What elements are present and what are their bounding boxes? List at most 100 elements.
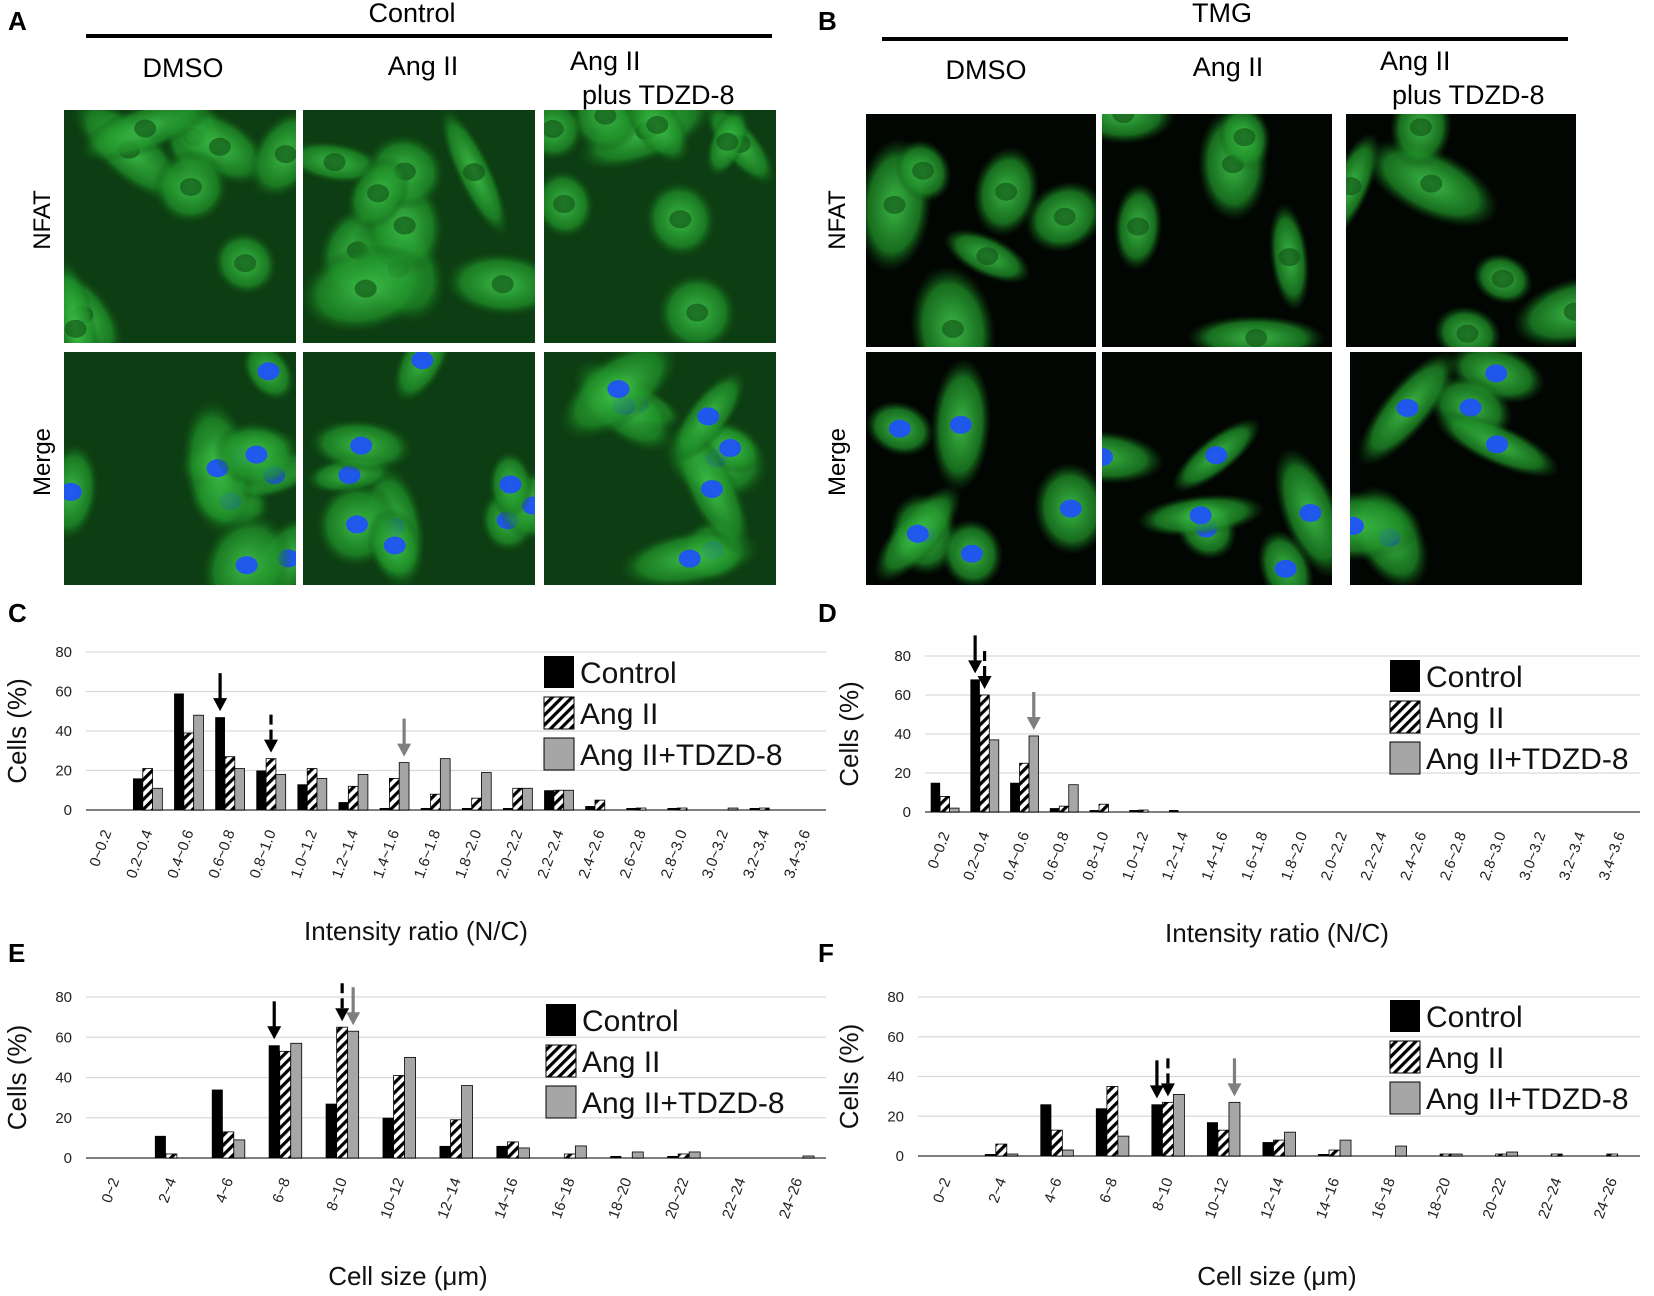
x-axis-label: Intensity ratio (N/C) [1165, 918, 1389, 948]
x-tick-label: 8~10 [323, 1176, 351, 1214]
y-tick-label: 80 [894, 648, 911, 665]
x-axis-label: Cell size (μm) [1197, 1261, 1356, 1291]
panel-letter: D [818, 598, 837, 628]
bar-ang-ii [279, 1050, 292, 1159]
micrograph-control-merge-1 [303, 352, 535, 585]
bar-ang-ii-tdzd8 [347, 1030, 360, 1159]
x-tick-label: 1.4~1.6 [1198, 830, 1231, 883]
legend-label: Ang II [1426, 702, 1504, 735]
nucleus-dapi [1485, 364, 1508, 383]
x-tick-label: 0.4~0.6 [164, 828, 197, 881]
bar-ang-ii-tdzd8 [233, 1139, 246, 1159]
y-tick-label: 40 [55, 1070, 72, 1087]
x-tick-label: 1.0~1.2 [288, 828, 321, 881]
bar-ang-ii-tdzd8 [1506, 1151, 1519, 1157]
nucleus [1278, 248, 1301, 267]
bar-ang-ii [979, 694, 990, 813]
x-tick-label: 2~4 [985, 1176, 1010, 1206]
nucleus [323, 153, 346, 172]
panel-letter: F [818, 938, 834, 968]
bar-ang-ii-tdzd8 [631, 1151, 644, 1159]
column-label-dmso: DMSO [143, 53, 224, 83]
bar-control [749, 808, 760, 810]
micrograph-control-nfat-1 [303, 110, 535, 343]
bar-control [1206, 1122, 1218, 1156]
legend-label: Ang II [580, 698, 658, 731]
bar-ang-ii-tdzd8 [275, 774, 287, 811]
nucleus [686, 303, 709, 322]
bar-ang-ii-tdzd8 [234, 768, 245, 811]
micrograph-control-merge-0 [64, 352, 296, 585]
y-tick-label: 0 [903, 804, 911, 821]
bar-ang-ii-tdzd8 [988, 739, 1000, 813]
bar-control [930, 782, 941, 812]
bar-ang-ii [759, 807, 770, 811]
legend-swatch-ang-ii [1389, 1040, 1421, 1074]
x-tick-label: 3.0~3.2 [699, 828, 732, 881]
x-axis-label: Intensity ratio (N/C) [304, 916, 528, 946]
nucleus-dapi [411, 352, 434, 370]
bar-ang-ii [1019, 762, 1030, 813]
nucleus-dapi [949, 415, 972, 434]
nucleus [883, 195, 906, 214]
bar-ang-ii [393, 1075, 405, 1159]
nucleus-dapi [1059, 499, 1082, 518]
x-tick-label: 2.0~2.2 [493, 828, 526, 881]
bar-control [338, 802, 349, 810]
bar-ang-ii [1550, 1153, 1563, 1157]
row-label-nfat: NFAT [29, 190, 56, 250]
column-label-dmso: DMSO [946, 55, 1027, 85]
bar-control [420, 808, 431, 810]
bar-control [667, 1155, 679, 1158]
legend-swatch-ang-ii [545, 1044, 577, 1078]
row-label-merge: Merge [824, 428, 851, 496]
legend-label: Control [1426, 1001, 1523, 1034]
nucleus-dapi [888, 419, 911, 438]
bar-control [1262, 1142, 1274, 1156]
nucleus [1112, 114, 1135, 124]
bar-control [1089, 810, 1100, 812]
x-tick-label: 0~2 [99, 1176, 124, 1206]
nucleus [134, 119, 157, 138]
bar-ang-ii-tdzd8 [404, 1056, 416, 1159]
micrograph-control-nfat-2 [544, 110, 776, 343]
x-tick-label: 2.6~2.8 [617, 828, 650, 881]
row-label-nfat: NFAT [824, 190, 851, 250]
bar-control [382, 1117, 394, 1158]
x-tick-label: 4~6 [212, 1176, 237, 1206]
x-tick-label: 0~0.2 [925, 830, 954, 871]
x-tick-label: 2.2~2.4 [534, 828, 567, 881]
column-label-ang-ii: Ang II [1193, 52, 1264, 82]
bar-control [1151, 1104, 1163, 1156]
legend-swatch-ang-ii-tdzd8 [1389, 1081, 1421, 1115]
nucleus [941, 319, 964, 338]
nucleus-dapi [1102, 447, 1114, 466]
bar-control [626, 808, 637, 810]
bar-ang-ii-tdzd8 [522, 787, 533, 811]
indicator-arrow-head [346, 1012, 361, 1026]
bar-ang-ii-tdzd8 [152, 787, 163, 811]
y-tick-label: 0 [64, 1150, 72, 1167]
bar-ang-ii-tdzd8 [727, 807, 739, 811]
bar-control [502, 808, 513, 810]
bar-ang-ii [1050, 1129, 1063, 1157]
bar-ang-ii-tdzd8 [1450, 1153, 1463, 1157]
nucleus [1053, 207, 1076, 226]
group-title-tmg: TMG [1192, 0, 1252, 28]
nucleus [1245, 328, 1268, 347]
bar-ang-ii-tdzd8 [193, 714, 204, 811]
x-axis-label: Cell size (μm) [328, 1261, 487, 1291]
nucleus [393, 216, 416, 235]
indicator-arrow-head [213, 698, 228, 712]
x-tick-label: 1.8~2.0 [452, 828, 485, 881]
legend: Control Ang II Ang II+TDZD-8 [545, 1004, 785, 1120]
micrograph-control-nfat-0 [64, 110, 296, 343]
bar-control [1318, 1154, 1330, 1156]
nucleus-dapi [719, 439, 742, 458]
x-tick-label: 20~22 [1480, 1176, 1510, 1221]
column-label-line-1: Ang II [570, 46, 641, 76]
nucleus [976, 247, 999, 266]
bar-ang-ii-tdzd8 [1061, 1149, 1074, 1157]
nucleus-dapi [350, 436, 373, 455]
nucleus [1491, 269, 1514, 288]
